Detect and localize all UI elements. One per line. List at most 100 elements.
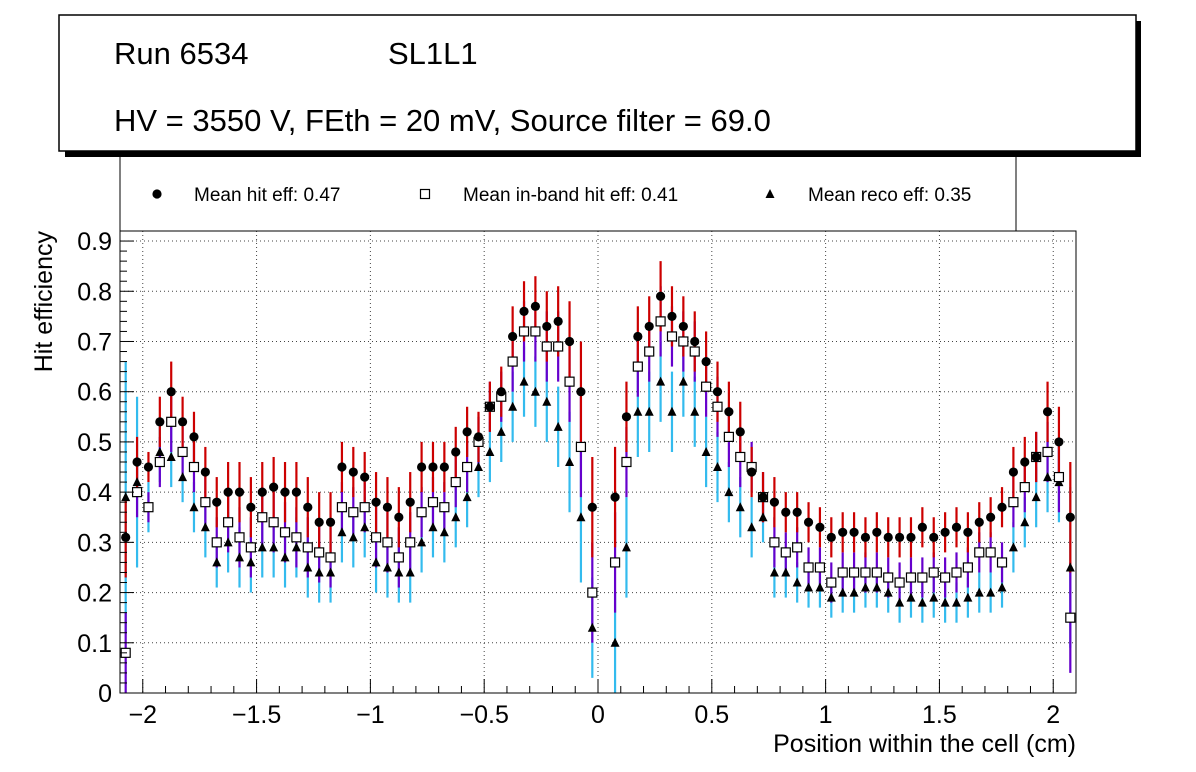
data-point bbox=[701, 381, 712, 392]
data-point bbox=[166, 416, 177, 427]
legend-items: Mean hit eff: 0.47 Mean in-band hit eff: … bbox=[152, 185, 971, 206]
data-point bbox=[724, 487, 734, 497]
x-tick-label: −0.5 bbox=[460, 701, 509, 729]
data-point bbox=[314, 567, 324, 577]
data-point bbox=[712, 387, 723, 397]
data-point bbox=[416, 462, 427, 472]
y-tick-label: 0.4 bbox=[77, 479, 112, 507]
data-point bbox=[212, 497, 222, 507]
data-point bbox=[963, 592, 973, 602]
data-point bbox=[713, 462, 722, 472]
y-tick-label: 0 bbox=[98, 680, 112, 708]
data-point bbox=[393, 552, 404, 563]
data-point bbox=[940, 597, 950, 607]
data-point bbox=[758, 492, 768, 502]
data-point bbox=[883, 532, 893, 542]
data-point bbox=[951, 567, 962, 578]
data-point bbox=[962, 562, 973, 573]
data-point bbox=[1020, 457, 1030, 467]
data-point bbox=[234, 532, 245, 543]
title-box-frame bbox=[58, 14, 1137, 152]
data-point bbox=[439, 502, 450, 513]
data-point bbox=[929, 592, 939, 602]
data-point bbox=[609, 557, 621, 568]
data-point bbox=[302, 542, 313, 553]
data-point bbox=[985, 547, 996, 558]
data-point bbox=[769, 537, 780, 548]
data-point bbox=[303, 562, 313, 572]
data-point bbox=[735, 502, 745, 512]
data-point bbox=[997, 502, 1007, 512]
title-run: Run 6534 bbox=[114, 36, 248, 71]
x-tick-label: 0 bbox=[591, 701, 605, 729]
legend-label: Mean reco eff: 0.35 bbox=[808, 185, 971, 206]
data-point bbox=[143, 502, 154, 513]
data-point bbox=[1042, 446, 1053, 458]
data-point bbox=[519, 306, 529, 316]
data-point bbox=[257, 542, 267, 552]
data-point bbox=[371, 497, 381, 507]
data-point bbox=[382, 502, 393, 512]
data-point bbox=[849, 587, 859, 597]
grid-lines bbox=[120, 231, 1076, 694]
data-point bbox=[564, 376, 575, 387]
data-point bbox=[792, 542, 803, 553]
data-point bbox=[269, 542, 279, 552]
data-point bbox=[575, 441, 587, 453]
data-point bbox=[291, 487, 302, 497]
y-tick-label: 0.7 bbox=[77, 328, 112, 356]
data-point bbox=[769, 567, 779, 577]
x-tick-label: 1 bbox=[819, 701, 833, 729]
data-point bbox=[792, 507, 802, 517]
data-point bbox=[485, 446, 495, 456]
y-tick-label: 0.3 bbox=[77, 529, 112, 557]
data-point bbox=[1065, 562, 1075, 572]
data-point bbox=[132, 477, 142, 487]
data-point bbox=[894, 532, 905, 542]
data-point bbox=[496, 426, 506, 436]
data-point bbox=[200, 467, 210, 477]
data-point bbox=[473, 432, 484, 442]
data-point bbox=[701, 446, 711, 456]
data-point bbox=[155, 446, 165, 456]
data-point bbox=[405, 497, 415, 507]
data-point bbox=[860, 532, 871, 542]
data-point bbox=[906, 592, 916, 602]
data-point bbox=[371, 557, 381, 567]
data-point bbox=[690, 406, 700, 416]
data-point bbox=[860, 582, 870, 592]
data-point bbox=[211, 537, 222, 548]
data-point bbox=[883, 587, 893, 597]
data-point bbox=[633, 331, 643, 342]
title-conditions: HV = 3550 V, FEth = 20 mV, Source filter… bbox=[114, 103, 771, 138]
data-point bbox=[610, 492, 620, 502]
data-point bbox=[814, 562, 826, 573]
data-point bbox=[257, 487, 267, 497]
data-point bbox=[1019, 482, 1030, 493]
data-point bbox=[519, 376, 529, 386]
title-box: Run 6534 SL1L1 HV = 3550 V, FEth = 20 mV… bbox=[58, 14, 1141, 157]
data-point bbox=[359, 502, 370, 513]
data-point bbox=[451, 512, 461, 522]
data-point bbox=[451, 447, 461, 457]
data-point bbox=[200, 522, 210, 532]
data-point bbox=[155, 417, 165, 427]
y-axis-label: Hit efficiency bbox=[30, 231, 58, 373]
data-point bbox=[1008, 497, 1019, 508]
data-point bbox=[564, 336, 575, 347]
data-point bbox=[1043, 472, 1053, 482]
data-point bbox=[895, 597, 905, 607]
data-point bbox=[689, 346, 700, 357]
data-point bbox=[644, 346, 655, 357]
data-point bbox=[223, 537, 233, 547]
data-point bbox=[496, 387, 506, 397]
data-point bbox=[541, 341, 552, 352]
legend-marker-triangle bbox=[765, 189, 775, 198]
data-point bbox=[667, 311, 677, 321]
data-point bbox=[121, 492, 131, 502]
axes: −2 −1.5 −1 −0.5 0 0.5 1 1.5 2 0 0.1 0.2 0.3 0.4 0.5 0.6… bbox=[77, 228, 1077, 729]
data-point bbox=[143, 462, 154, 472]
x-tick-label: −2 bbox=[129, 701, 158, 729]
data-point bbox=[974, 587, 984, 597]
data-point bbox=[632, 361, 643, 372]
